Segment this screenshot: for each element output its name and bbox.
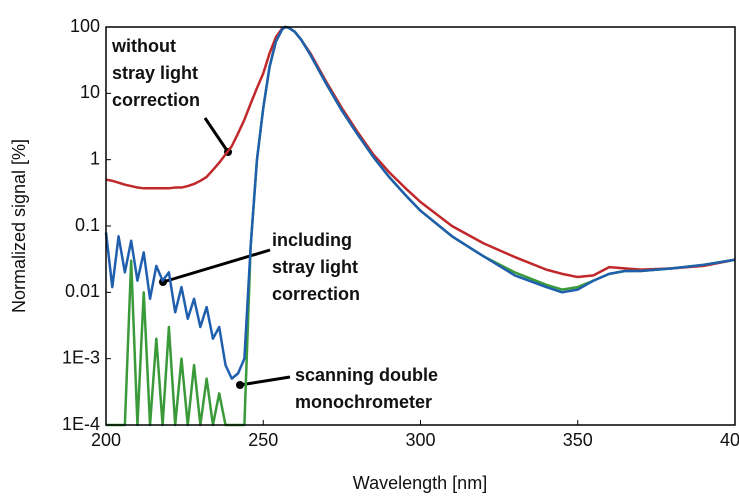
- annotation: including: [272, 230, 352, 250]
- x-axis-label: Wavelength [nm]: [353, 473, 487, 493]
- annotation: stray light: [112, 63, 198, 83]
- annotation: scanning double: [295, 365, 438, 385]
- x-tick-label: 400: [720, 430, 739, 450]
- pointer: [162, 248, 271, 284]
- annotation: correction: [112, 90, 200, 110]
- pointer-dot: [236, 381, 244, 389]
- y-tick-label: 1: [90, 148, 100, 168]
- x-tick-label: 250: [248, 430, 278, 450]
- y-tick-label: 10: [80, 82, 100, 102]
- y-tick-label: 1E-3: [62, 347, 100, 367]
- series-line: [104, 25, 736, 380]
- pointer: [203, 117, 230, 153]
- y-tick-label: 1E-4: [62, 414, 100, 434]
- y-axis-label: Normalized signal [%]: [9, 139, 29, 313]
- y-tick-label: 0.1: [75, 215, 100, 235]
- plot-frame: [105, 26, 736, 426]
- annotation: stray light: [272, 257, 358, 277]
- annotation: correction: [272, 284, 360, 304]
- y-tick-label: 0.01: [65, 281, 100, 301]
- x-tick-label: 200: [91, 430, 121, 450]
- annotation: monochrometer: [295, 392, 432, 412]
- series-line: [105, 25, 736, 279]
- y-tick-label: 100: [70, 16, 100, 36]
- x-tick-label: 350: [563, 430, 593, 450]
- annotation: without: [111, 36, 176, 56]
- pointer: [239, 375, 291, 387]
- x-tick-label: 300: [405, 430, 435, 450]
